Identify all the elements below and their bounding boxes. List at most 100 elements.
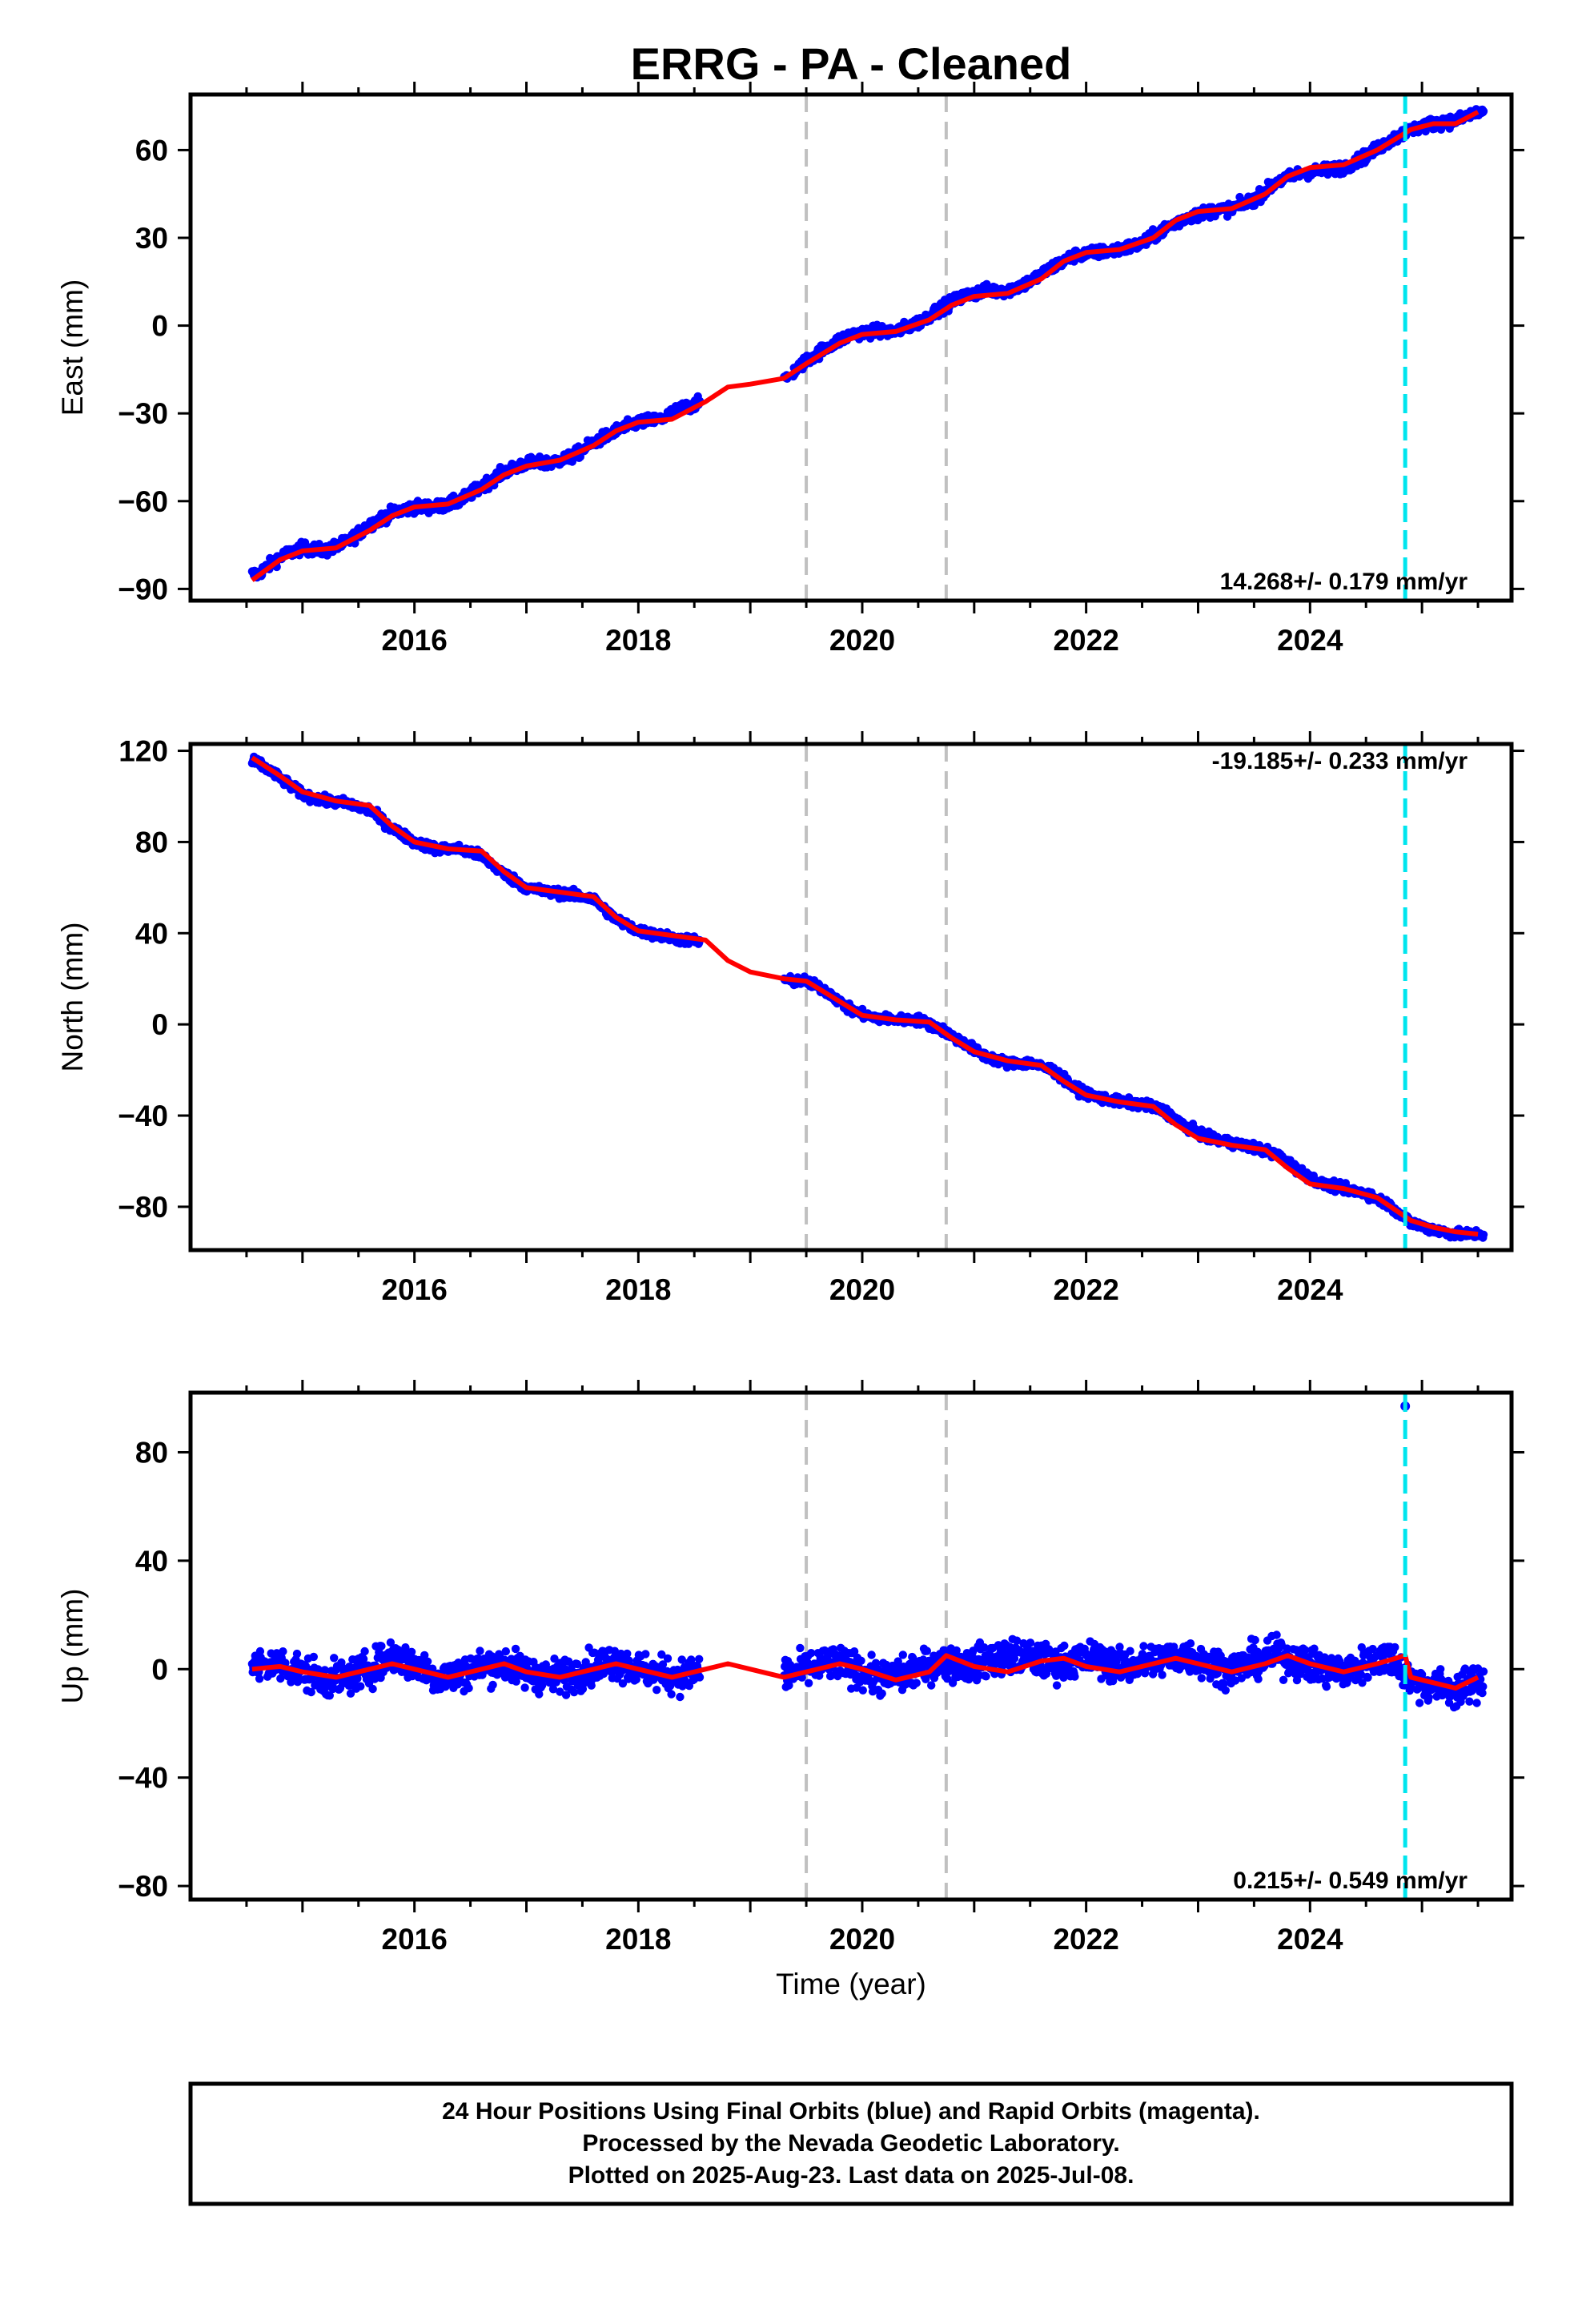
up-data-point (360, 1647, 369, 1656)
up-data-point (867, 1651, 876, 1659)
north-rate-label: -19.185+/- 0.233 mm/yr (1212, 748, 1468, 774)
up-data-point (386, 1638, 396, 1647)
up-data-point (1012, 1636, 1022, 1645)
east-x-tick-label: 2016 (382, 624, 448, 657)
up-data-point (658, 1660, 668, 1669)
east-x-tick-label: 2022 (1053, 624, 1118, 657)
north-model-curve (251, 755, 1479, 1237)
north-y-tick-label: −40 (118, 1100, 168, 1132)
up-data-point (307, 1687, 315, 1697)
up-data-point (320, 1666, 329, 1675)
east-x-tick-label: 2024 (1277, 624, 1343, 657)
up-data-point (464, 1683, 473, 1693)
up-data-point (695, 1673, 705, 1682)
east-y-tick-label: −90 (118, 573, 168, 605)
up-data-point (537, 1681, 547, 1690)
up-data-point (982, 1672, 990, 1681)
east-y-tick-label: −30 (118, 397, 168, 430)
up-data-point (368, 1684, 377, 1694)
up-data-point (572, 1659, 582, 1669)
up-data-point (618, 1679, 628, 1688)
north-y-tick-label: 120 (118, 735, 168, 768)
up-data-point (377, 1642, 386, 1651)
north-x-tick-label: 2018 (605, 1273, 671, 1306)
north-y-tick-label: 40 (135, 917, 168, 950)
up-data-point (511, 1644, 520, 1654)
up-data-point (695, 1655, 704, 1663)
up-data-point (407, 1647, 416, 1656)
north-plot-frame (188, 742, 1514, 1252)
up-data-point (898, 1651, 908, 1659)
up-data-point (255, 1675, 264, 1683)
up-data-point (520, 1683, 529, 1692)
north-data-point (1479, 1230, 1488, 1240)
up-data-point (667, 1690, 676, 1699)
east-y-axis-label: East (mm) (56, 279, 89, 416)
up-data-point (623, 1649, 632, 1659)
up-data-point (807, 1649, 816, 1658)
up-data-point (346, 1689, 355, 1698)
up-data-point (857, 1656, 865, 1665)
up-data-point (796, 1643, 805, 1653)
up-data-point (359, 1655, 368, 1663)
up-data-point (663, 1654, 673, 1663)
up-data-point (512, 1677, 520, 1686)
up-data-point (581, 1658, 590, 1667)
up-data-point (980, 1643, 989, 1652)
up-data-point (309, 1652, 318, 1662)
east-y-tick-label: 0 (151, 310, 168, 343)
up-data-point (401, 1643, 410, 1652)
up-data-point (548, 1685, 558, 1694)
up-data-point (652, 1686, 661, 1695)
up-data-point (858, 1686, 868, 1695)
up-data-point (556, 1687, 564, 1696)
up-data-point (927, 1681, 936, 1690)
up-data-point (420, 1651, 429, 1660)
east-rate-label: 14.268+/- 0.179 mm/yr (1220, 569, 1468, 595)
up-data-point (255, 1647, 265, 1656)
up-data-point (356, 1682, 365, 1691)
north-x-tick-label: 2022 (1053, 1273, 1118, 1306)
up-data-point (292, 1649, 302, 1659)
east-model-curve (251, 110, 1480, 582)
up-data-point (276, 1674, 285, 1683)
up-data-point (908, 1654, 917, 1663)
east-plot-frame (188, 92, 1514, 603)
east-y-tick-label: 30 (135, 222, 168, 255)
east-y-tick-label: 60 (135, 134, 168, 167)
up-data-point (676, 1692, 685, 1702)
up-data-point (569, 1687, 579, 1697)
up-data-point (561, 1691, 571, 1699)
up-data-point (785, 1681, 793, 1690)
up-data-point (330, 1654, 339, 1663)
up-data-point (952, 1646, 961, 1655)
east-data-points (247, 105, 1488, 582)
north-y-axis-label: North (mm) (56, 922, 89, 1072)
north-x-tick-label: 2016 (382, 1273, 448, 1306)
up-data-point (488, 1680, 497, 1690)
up-data-point (279, 1647, 287, 1656)
up-data-point (501, 1647, 510, 1656)
north-y-tick-label: 80 (135, 826, 168, 858)
east-x-tick-label: 2020 (829, 624, 895, 657)
north-x-tick-label: 2024 (1277, 1273, 1343, 1306)
north-y-tick-label: −80 (118, 1191, 168, 1224)
up-data-point (849, 1647, 859, 1656)
up-data-point (921, 1675, 930, 1683)
up-data-point (677, 1655, 686, 1664)
north-x-tick-label: 2020 (829, 1273, 895, 1306)
north-panel: 2016 2018 2020 2022 2024 −80 −40 0 40 80 120 North … (56, 731, 1524, 1306)
up-data-point (922, 1647, 932, 1655)
up-data-point (632, 1675, 640, 1684)
up-data-point (325, 1691, 334, 1700)
up-data-point (476, 1647, 484, 1655)
up-data-point (893, 1657, 902, 1666)
up-data-points (247, 1630, 1488, 1712)
east-y-tick-label: −60 (118, 485, 168, 518)
chart-title: ERRG - PA - Cleaned (631, 38, 1072, 89)
up-data-point (641, 1650, 650, 1659)
north-y-tick-label: 0 (151, 1008, 168, 1041)
east-data-point (1479, 107, 1488, 116)
